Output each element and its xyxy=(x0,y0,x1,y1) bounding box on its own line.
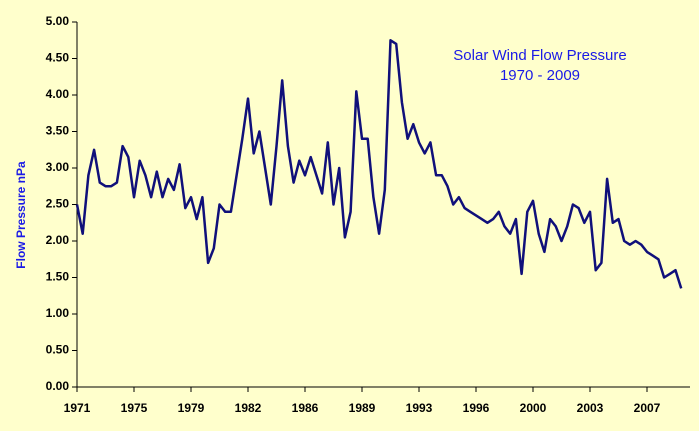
y-tick-label: 2.00 xyxy=(46,233,70,247)
y-tick-label: 4.50 xyxy=(46,51,70,65)
y-tick-label: 3.00 xyxy=(46,160,70,174)
y-tick-label: 3.50 xyxy=(46,124,70,138)
x-tick-label: 1975 xyxy=(121,401,148,415)
y-tick-label: 0.50 xyxy=(46,343,70,357)
x-tick-label: 1982 xyxy=(235,401,262,415)
x-tick-label: 2003 xyxy=(577,401,604,415)
x-tick-label: 1979 xyxy=(178,401,205,415)
y-tick-label: 1.00 xyxy=(46,306,70,320)
x-tick-label: 1993 xyxy=(406,401,433,415)
x-tick-label: 2000 xyxy=(520,401,547,415)
x-tick-label: 1989 xyxy=(349,401,376,415)
y-tick-label: 2.50 xyxy=(46,197,70,211)
x-tick-label: 1996 xyxy=(463,401,490,415)
y-tick-label: 4.00 xyxy=(46,87,70,101)
data-line xyxy=(75,39,683,289)
y-tick-label: 0.00 xyxy=(46,379,70,393)
y-tick-label: 5.00 xyxy=(46,14,70,28)
chart-subtitle: 1970 - 2009 xyxy=(500,67,580,84)
y-axis-label: Flow Pressure nPa xyxy=(14,161,28,269)
x-tick-label: 1986 xyxy=(292,401,319,415)
chart-title: Solar Wind Flow Pressure xyxy=(453,47,626,64)
x-tick-label: 1971 xyxy=(64,401,91,415)
x-tick-label: 2007 xyxy=(634,401,661,415)
y-tick-label: 1.50 xyxy=(46,270,70,284)
